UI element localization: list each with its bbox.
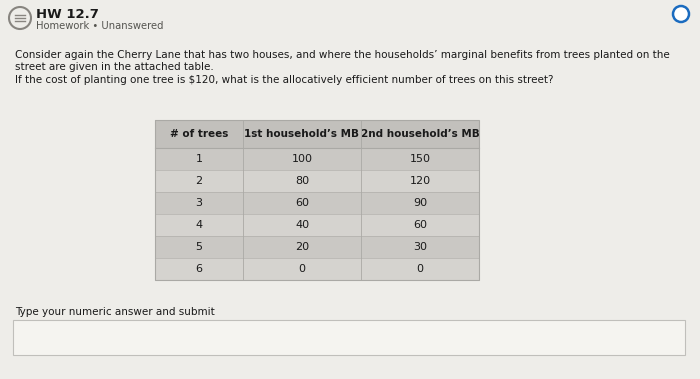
Text: street are given in the attached table.: street are given in the attached table.: [15, 62, 213, 72]
Text: 40: 40: [295, 220, 309, 230]
Text: 5: 5: [195, 242, 202, 252]
Text: 2: 2: [195, 176, 202, 186]
Text: 1st household’s MB: 1st household’s MB: [244, 129, 360, 139]
Text: 0: 0: [298, 264, 305, 274]
Text: 60: 60: [413, 220, 427, 230]
Text: 4: 4: [195, 220, 202, 230]
Text: 60: 60: [295, 198, 309, 208]
FancyBboxPatch shape: [155, 148, 479, 170]
Text: Type your numeric answer and submit: Type your numeric answer and submit: [15, 307, 215, 317]
Text: Consider again the Cherry Lane that has two houses, and where the households’ ma: Consider again the Cherry Lane that has …: [15, 50, 670, 60]
FancyBboxPatch shape: [155, 258, 479, 280]
Text: 120: 120: [410, 176, 430, 186]
Text: 80: 80: [295, 176, 309, 186]
FancyBboxPatch shape: [155, 120, 479, 148]
Text: 30: 30: [413, 242, 427, 252]
Text: 90: 90: [413, 198, 427, 208]
Text: 20: 20: [295, 242, 309, 252]
Text: Homework • Unanswered: Homework • Unanswered: [36, 21, 164, 31]
FancyBboxPatch shape: [155, 236, 479, 258]
Text: HW 12.7: HW 12.7: [36, 8, 99, 20]
FancyBboxPatch shape: [155, 170, 479, 192]
FancyBboxPatch shape: [155, 214, 479, 236]
Text: 6: 6: [195, 264, 202, 274]
Circle shape: [673, 6, 689, 22]
Text: 100: 100: [291, 154, 312, 164]
Text: 150: 150: [410, 154, 430, 164]
FancyBboxPatch shape: [13, 320, 685, 355]
Text: If the cost of planting one tree is $120, what is the allocatively efficient num: If the cost of planting one tree is $120…: [15, 75, 554, 85]
FancyBboxPatch shape: [155, 192, 479, 214]
Text: 2nd household’s MB: 2nd household’s MB: [360, 129, 480, 139]
Text: 1: 1: [195, 154, 202, 164]
Text: 0: 0: [416, 264, 424, 274]
Text: 3: 3: [195, 198, 202, 208]
Text: # of trees: # of trees: [170, 129, 228, 139]
